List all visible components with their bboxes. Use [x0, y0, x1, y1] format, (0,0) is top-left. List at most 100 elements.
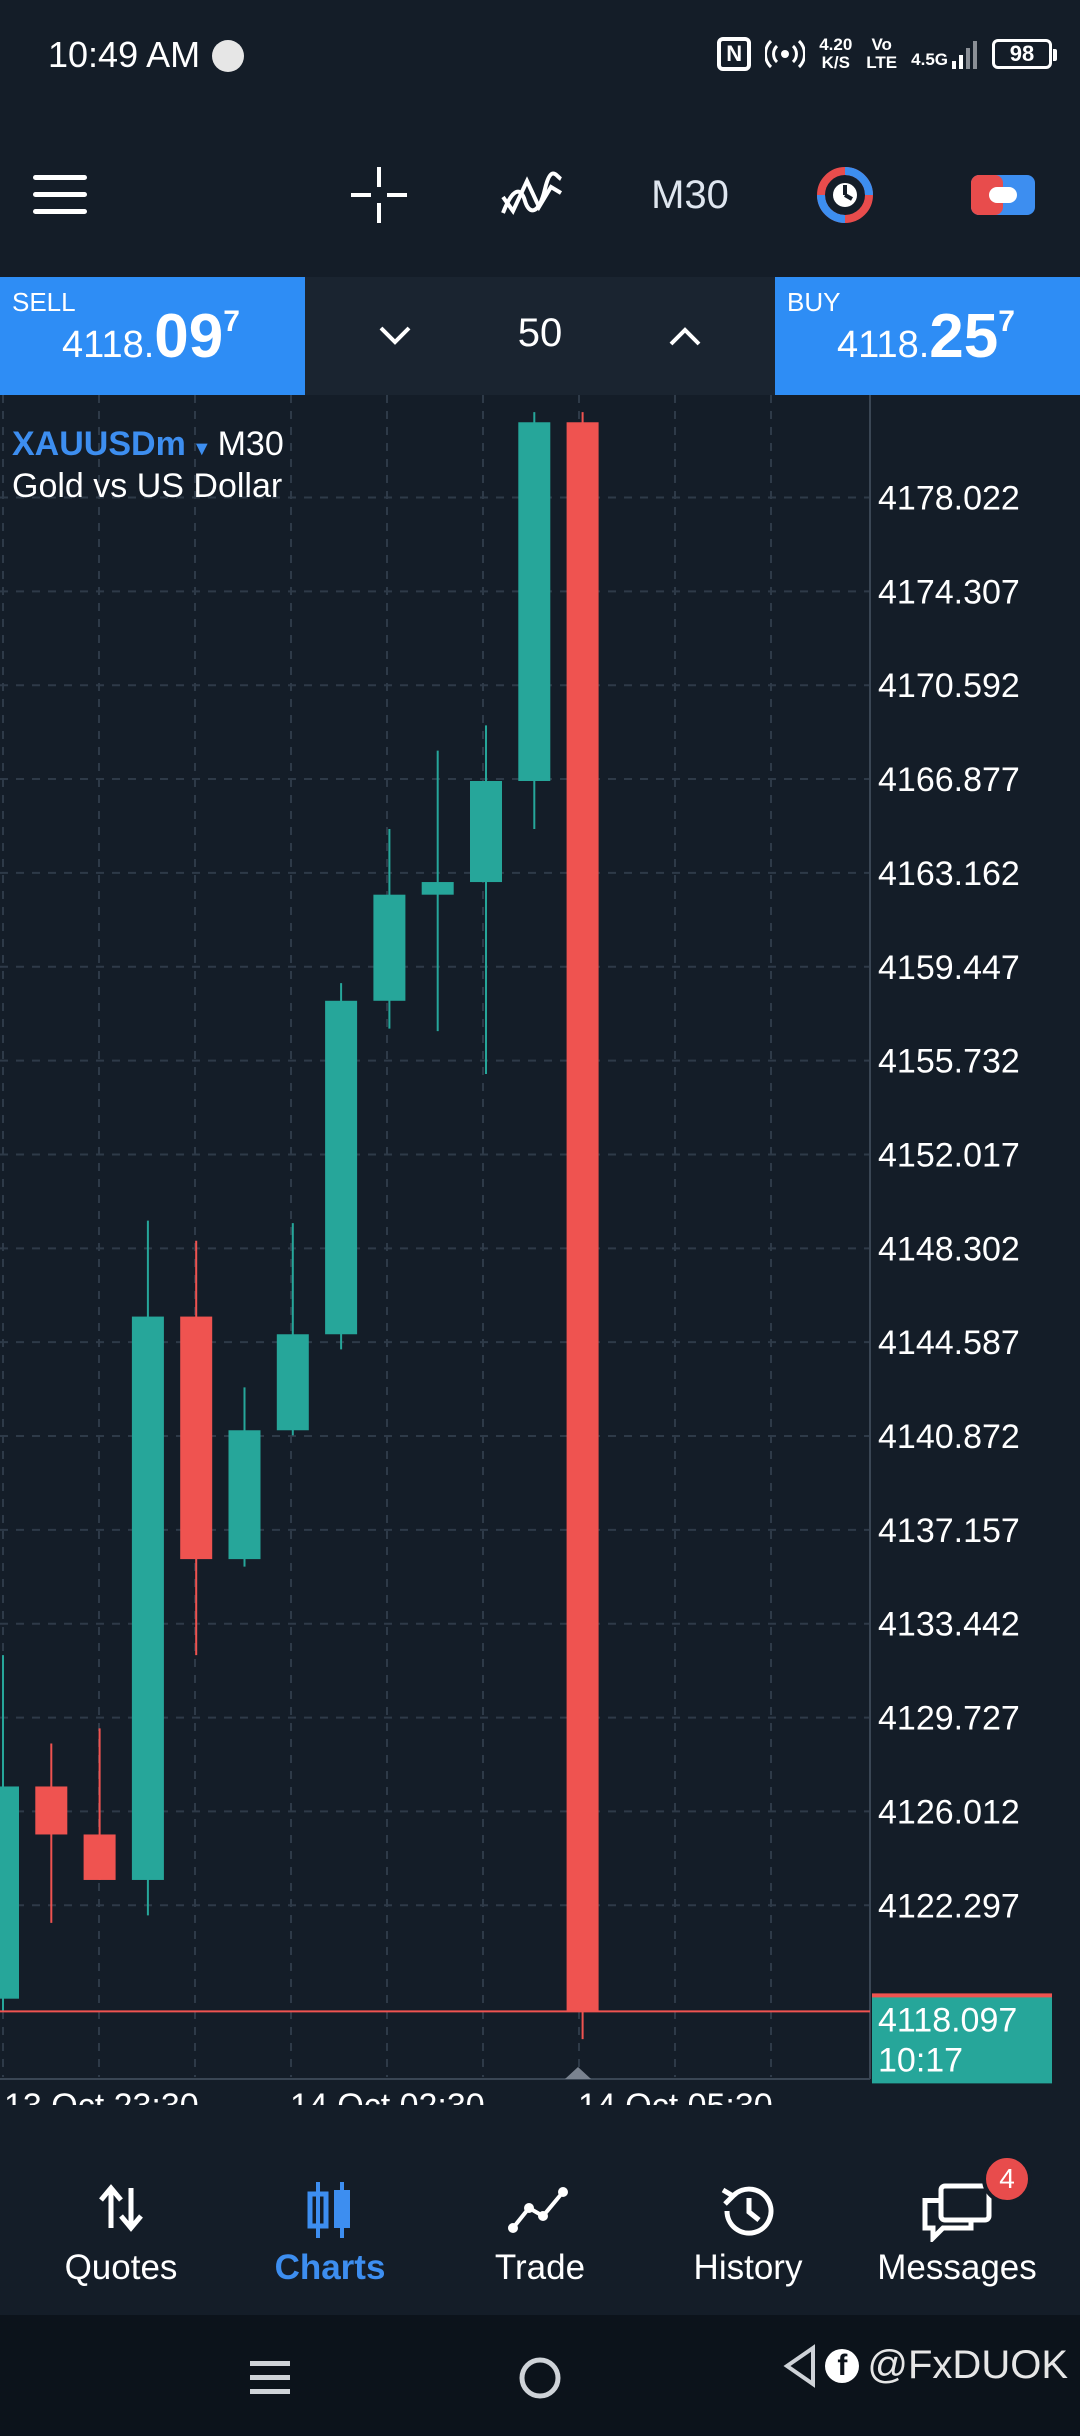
candle-body[interactable]	[421, 882, 454, 895]
current-price-tag-edge	[872, 1993, 1052, 1999]
x-tick-label: 13 Oct 23:30	[4, 2087, 199, 2105]
y-tick-label: 4137.157	[878, 1512, 1020, 1550]
y-tick-label: 4144.587	[878, 1324, 1020, 1362]
x-tick-label: 14 Oct 05:30	[578, 2087, 773, 2105]
candle-body[interactable]	[276, 1334, 309, 1431]
messages-badge: 4	[982, 2154, 1032, 2204]
nav-charts-label: Charts	[274, 2248, 386, 2287]
sell-label: SELL	[12, 287, 76, 317]
nfc-icon: N	[717, 37, 752, 71]
quotes-icon	[16, 2180, 226, 2240]
network-type: 4.5G	[911, 50, 948, 69]
candle-body[interactable]	[373, 894, 406, 1001]
chevron-down-icon	[379, 326, 411, 345]
status-bar: 10:49 AM N 4.20 K/S Vo LTE 4.5G	[0, 0, 1080, 115]
y-tick-label: 4166.877	[878, 761, 1020, 799]
signal-bars-icon	[952, 41, 977, 69]
chart-shift-marker[interactable]	[565, 2067, 591, 2079]
y-tick-label: 4170.592	[878, 667, 1020, 705]
candle-body[interactable]	[83, 1834, 116, 1880]
candle-body[interactable]	[228, 1430, 261, 1560]
crosshair-icon[interactable]	[345, 115, 413, 275]
y-tick-label: 4155.732	[878, 1043, 1020, 1081]
nav-history[interactable]: History	[643, 2130, 853, 2315]
candle-body[interactable]	[180, 1316, 213, 1560]
symbol-header[interactable]: XAUUSDm ▼ M30	[12, 425, 284, 464]
y-tick-label: 4133.442	[878, 1606, 1020, 1644]
home-icon[interactable]	[517, 2355, 563, 2406]
bar-countdown: 10:17	[878, 2041, 963, 2079]
one-click-trade-panel: SELL 4118.097 50 BUY 4118.257	[0, 277, 1080, 395]
current-price-tag[interactable]	[872, 1997, 1052, 2084]
lot-size-value[interactable]: 50	[517, 311, 563, 355]
candle-body[interactable]	[470, 781, 502, 883]
y-tick-label: 4129.727	[878, 1700, 1020, 1738]
y-tick-label: 4174.307	[878, 573, 1020, 611]
nav-messages-label: Messages	[877, 2248, 1037, 2287]
candle-body[interactable]	[35, 1786, 68, 1835]
chart-toolbar: M30	[0, 115, 1080, 275]
lot-decrease-button[interactable]	[340, 277, 450, 395]
status-icons: N 4.20 K/S Vo LTE 4.5G 98	[717, 32, 1057, 76]
network-speed: 4.20 K/S	[819, 35, 853, 72]
nav-quotes[interactable]: Quotes	[16, 2130, 226, 2315]
signal-indicator: 4.5G	[911, 39, 978, 69]
nav-messages[interactable]: 4 Messages	[852, 2130, 1062, 2315]
hotspot-icon	[765, 39, 806, 69]
buy-label: BUY	[787, 287, 841, 317]
bottom-navigation: Quotes Charts Trade	[0, 2130, 1080, 2315]
y-tick-label: 4122.297	[878, 1887, 1020, 1925]
messages-icon	[852, 2180, 1062, 2242]
chevron-up-icon	[669, 327, 701, 346]
lot-size-control: 50	[305, 277, 775, 395]
nav-trade-label: Trade	[494, 2248, 586, 2287]
system-navigation-bar: f @FxDUOK	[0, 2315, 1080, 2436]
symbol-description: Gold vs US Dollar	[12, 467, 283, 505]
nav-trade[interactable]: Trade	[435, 2130, 645, 2315]
trade-icon	[435, 2180, 645, 2240]
nav-charts[interactable]: Charts	[225, 2130, 435, 2315]
y-tick-label: 4159.447	[878, 949, 1020, 987]
menu-icon[interactable]	[30, 115, 90, 275]
candle-body[interactable]	[566, 422, 599, 2012]
caret-down-icon: ▼	[191, 438, 212, 460]
sell-price: 4118.097	[62, 302, 240, 371]
facebook-icon: f	[825, 2348, 860, 2383]
charts-icon	[225, 2180, 435, 2240]
history-icon	[643, 2180, 853, 2240]
volte-indicator: Vo LTE	[866, 35, 898, 72]
status-time: 10:49 AM	[48, 34, 201, 75]
y-tick-label: 4163.162	[878, 855, 1020, 893]
symbol-timeframe: M30	[217, 425, 284, 463]
watermark: f @FxDUOK	[781, 2343, 1068, 2388]
toggle-icon[interactable]	[968, 115, 1038, 275]
battery-indicator: 98	[992, 39, 1057, 69]
recent-apps-icon[interactable]	[248, 2357, 292, 2402]
candle-body[interactable]	[131, 1316, 164, 1880]
nav-history-label: History	[693, 2248, 803, 2287]
buy-price: 4118.257	[837, 302, 1015, 371]
y-tick-label: 4152.017	[878, 1136, 1020, 1174]
buy-button[interactable]: BUY 4118.257	[775, 277, 1080, 395]
timeframe-selector[interactable]: M30	[651, 172, 729, 217]
back-icon[interactable]	[781, 2343, 817, 2388]
one-click-trading-icon[interactable]	[812, 115, 878, 275]
y-tick-label: 4148.302	[878, 1230, 1020, 1268]
x-tick-label: 14 Oct 02:30	[290, 2087, 485, 2105]
y-tick-label: 4126.012	[878, 1793, 1020, 1831]
candlestick-chart[interactable]: 4178.022 4174.307 4170.592 4166.877 4163.162…	[0, 395, 1080, 2105]
candle-body[interactable]	[0, 1786, 19, 1999]
y-tick-label: 4140.872	[878, 1418, 1020, 1456]
lot-increase-button[interactable]	[630, 277, 740, 395]
indicators-icon[interactable]	[497, 115, 567, 275]
nav-quotes-label: Quotes	[64, 2248, 178, 2287]
sell-button[interactable]: SELL 4118.097	[0, 277, 305, 395]
symbol-name[interactable]: XAUUSDm	[12, 425, 186, 463]
app-notification-icon	[212, 40, 244, 72]
watermark-text: @FxDUOK	[867, 2343, 1068, 2387]
price-chart[interactable]: 4178.022 4174.307 4170.592 4166.877 4163.162…	[0, 395, 1080, 2105]
candle-body[interactable]	[518, 422, 551, 781]
current-price-value: 4118.097	[878, 2001, 1017, 2039]
y-tick-label: 4178.022	[878, 479, 1020, 517]
candle-body[interactable]	[325, 1000, 358, 1335]
